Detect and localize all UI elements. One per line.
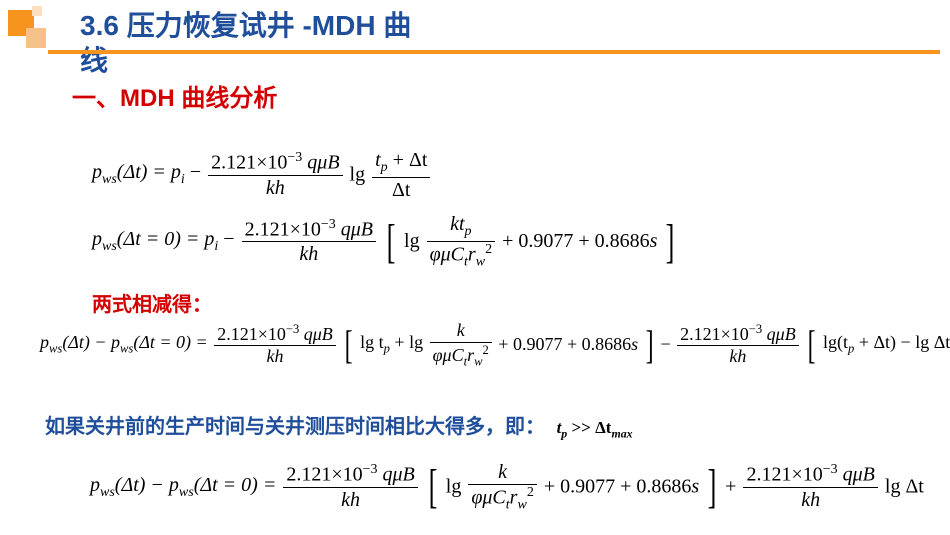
subheading: 一、MDH 曲线分析 [72,78,277,113]
note-blue-text: 如果关井前的生产时间与关井测压时间相比大得多，即： [45,416,545,438]
subheading-bullet: 一、 [72,85,120,112]
section-title: 3.6 压力恢复试井 -MDH 曲 线 [80,8,480,78]
title-line2: 线 [80,43,480,78]
equation-2: pws(Δt = 0) = pi − 2.121×10−3 qμB kh [ l… [92,212,678,271]
condition: tp >> Δtmax [557,418,633,437]
note-red: 两式相减得： [92,288,212,317]
decor-square-small [32,6,42,16]
equation-3: pws(Δt) − pws(Δt = 0) = 2.121×10−3 qμB k… [40,320,950,369]
title-line1: 3.6 压力恢复试井 -MDH 曲 [80,8,480,43]
equation-1: pws(Δt) = pi − 2.121×10−3 qμB kh lg tp +… [92,148,432,202]
note-blue: 如果关井前的生产时间与关井测压时间相比大得多，即： tp >> Δtmax [45,410,633,441]
subheading-text: MDH 曲线分析 [120,85,277,112]
equation-4: pws(Δt) − pws(Δt = 0) = 2.121×10−3 qμB k… [90,460,924,514]
title-underline [48,50,940,54]
decor-square-medium [26,28,46,48]
